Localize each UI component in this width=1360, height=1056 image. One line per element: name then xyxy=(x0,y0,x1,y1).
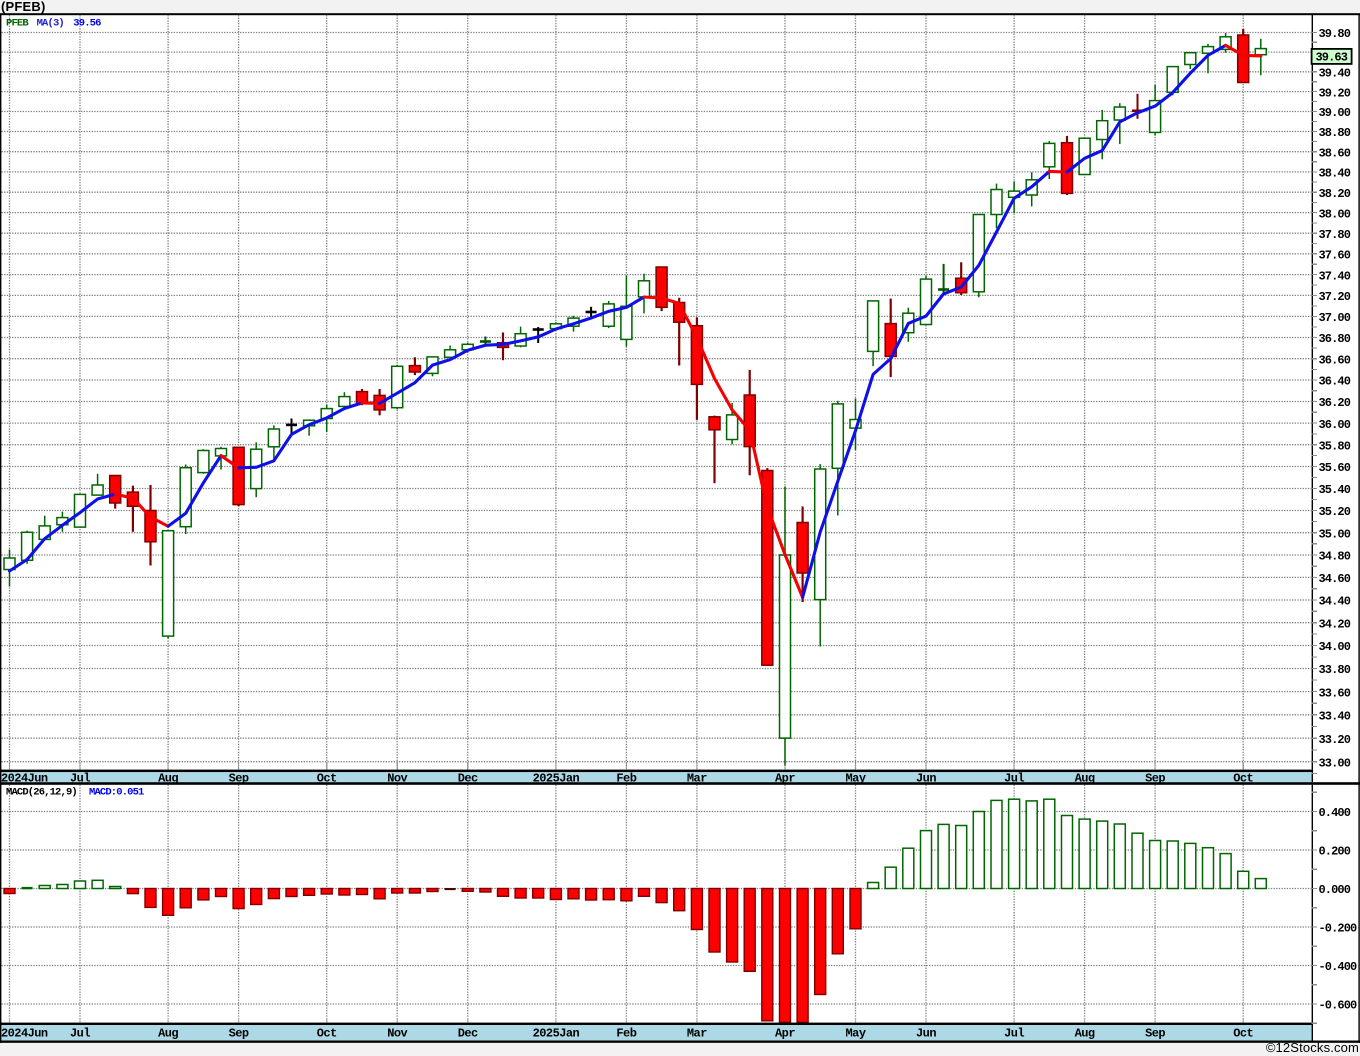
svg-text:35.60: 35.60 xyxy=(1319,461,1351,475)
svg-text:37.60: 37.60 xyxy=(1319,249,1351,263)
svg-text:Dec: Dec xyxy=(458,772,478,786)
svg-text:37.20: 37.20 xyxy=(1319,290,1351,304)
svg-text:36.20: 36.20 xyxy=(1319,396,1351,410)
svg-text:33.80: 33.80 xyxy=(1319,663,1351,677)
svg-text:PFEB: PFEB xyxy=(6,18,29,30)
svg-text:39.00: 39.00 xyxy=(1319,106,1351,120)
svg-text:Mar: Mar xyxy=(687,1027,707,1041)
svg-text:Mar: Mar xyxy=(687,772,707,786)
svg-text:33.60: 33.60 xyxy=(1319,686,1351,700)
svg-text:Feb: Feb xyxy=(616,1027,636,1041)
svg-text:May: May xyxy=(846,1027,866,1041)
svg-text:39.56: 39.56 xyxy=(73,18,101,30)
svg-text:MACD:0.051: MACD:0.051 xyxy=(89,787,144,799)
svg-text:39.40: 39.40 xyxy=(1319,67,1351,81)
svg-text:0.400: 0.400 xyxy=(1319,806,1351,820)
svg-text:Aug: Aug xyxy=(158,1027,178,1041)
svg-text:38.60: 38.60 xyxy=(1319,146,1351,160)
svg-text:MACD(26,12,9): MACD(26,12,9) xyxy=(6,787,77,799)
svg-text:34.00: 34.00 xyxy=(1319,640,1351,654)
svg-text:39.80: 39.80 xyxy=(1319,27,1351,41)
svg-text:©12Stocks.com: ©12Stocks.com xyxy=(1266,1040,1359,1055)
svg-text:Jul: Jul xyxy=(70,1027,90,1041)
svg-text:2024Jun: 2024Jun xyxy=(1,1027,48,1041)
svg-text:Apr: Apr xyxy=(775,772,795,786)
svg-text:Sep: Sep xyxy=(229,1027,249,1041)
svg-text:Dec: Dec xyxy=(458,1027,478,1041)
svg-text:34.80: 34.80 xyxy=(1319,550,1351,564)
svg-text:Sep: Sep xyxy=(1145,772,1165,786)
svg-text:-0.600: -0.600 xyxy=(1319,999,1358,1013)
svg-text:-0.400: -0.400 xyxy=(1319,960,1358,974)
svg-text:36.60: 36.60 xyxy=(1319,353,1351,367)
svg-text:Sep: Sep xyxy=(229,772,249,786)
svg-text:Aug: Aug xyxy=(158,772,178,786)
svg-text:Jun: Jun xyxy=(916,772,936,786)
svg-text:Aug: Aug xyxy=(1075,1027,1095,1041)
svg-text:35.20: 35.20 xyxy=(1319,505,1351,519)
svg-text:2025Jan: 2025Jan xyxy=(533,772,580,786)
svg-text:35.00: 35.00 xyxy=(1319,527,1351,541)
svg-text:37.00: 37.00 xyxy=(1319,311,1351,325)
svg-text:34.40: 34.40 xyxy=(1319,595,1351,609)
svg-text:39.63: 39.63 xyxy=(1316,51,1348,65)
svg-text:0.000: 0.000 xyxy=(1319,883,1351,897)
svg-text:Feb: Feb xyxy=(616,772,636,786)
svg-text:33.20: 33.20 xyxy=(1319,733,1351,747)
svg-text:Oct: Oct xyxy=(1233,1027,1253,1041)
svg-text:36.40: 36.40 xyxy=(1319,375,1351,389)
svg-text:Oct: Oct xyxy=(1233,772,1253,786)
svg-text:Nov: Nov xyxy=(387,1027,407,1041)
svg-text:38.40: 38.40 xyxy=(1319,167,1351,181)
svg-text:35.80: 35.80 xyxy=(1319,439,1351,453)
svg-text:MA(3): MA(3) xyxy=(37,18,64,30)
svg-text:0.200: 0.200 xyxy=(1319,845,1351,859)
svg-text:36.80: 36.80 xyxy=(1319,332,1351,346)
svg-text:39.20: 39.20 xyxy=(1319,86,1351,100)
svg-text:2025Jan: 2025Jan xyxy=(533,1027,580,1041)
svg-text:Jun: Jun xyxy=(916,1027,936,1041)
svg-text:34.60: 34.60 xyxy=(1319,572,1351,586)
svg-text:Jul: Jul xyxy=(70,772,90,786)
svg-text:Sep: Sep xyxy=(1145,1027,1165,1041)
svg-text:(PFEB): (PFEB) xyxy=(1,0,46,14)
svg-text:Jul: Jul xyxy=(1004,772,1024,786)
svg-text:34.20: 34.20 xyxy=(1319,617,1351,631)
svg-text:Aug: Aug xyxy=(1075,772,1095,786)
svg-text:2024Jun: 2024Jun xyxy=(1,772,48,786)
svg-text:Oct: Oct xyxy=(317,772,337,786)
svg-text:38.20: 38.20 xyxy=(1319,187,1351,201)
svg-text:-0.200: -0.200 xyxy=(1319,922,1358,936)
svg-text:38.00: 38.00 xyxy=(1319,207,1351,221)
svg-text:36.00: 36.00 xyxy=(1319,418,1351,432)
svg-text:Oct: Oct xyxy=(317,1027,337,1041)
svg-text:37.40: 37.40 xyxy=(1319,269,1351,283)
svg-text:37.80: 37.80 xyxy=(1319,228,1351,242)
svg-text:Apr: Apr xyxy=(775,1027,795,1041)
svg-text:33.00: 33.00 xyxy=(1319,756,1351,770)
svg-text:38.80: 38.80 xyxy=(1319,126,1351,140)
svg-text:May: May xyxy=(846,772,866,786)
svg-text:Jul: Jul xyxy=(1004,1027,1024,1041)
svg-text:33.40: 33.40 xyxy=(1319,710,1351,724)
svg-text:35.40: 35.40 xyxy=(1319,483,1351,497)
svg-text:Nov: Nov xyxy=(387,772,407,786)
